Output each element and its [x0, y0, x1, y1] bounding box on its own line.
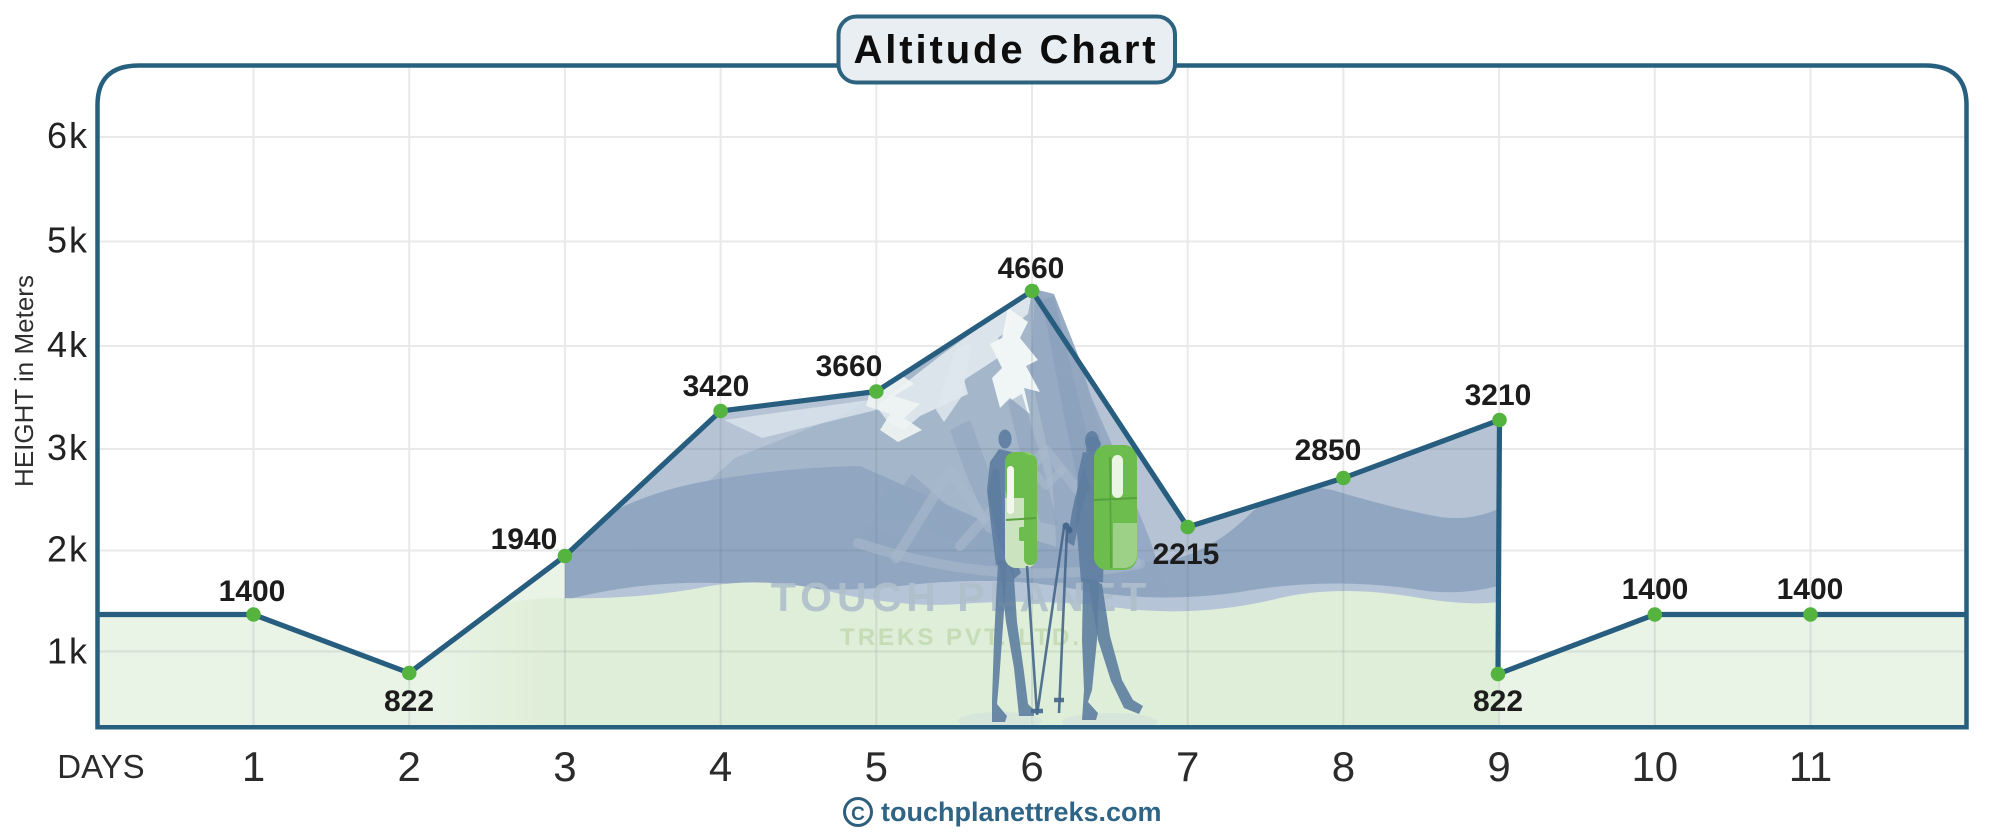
svg-text:1: 1: [242, 743, 265, 790]
svg-text:DAYS: DAYS: [57, 748, 144, 785]
svg-text:touchplanettreks.com: touchplanettreks.com: [881, 797, 1162, 827]
svg-text:3420: 3420: [683, 370, 750, 403]
svg-text:822: 822: [1473, 685, 1523, 718]
svg-text:1400: 1400: [219, 575, 286, 608]
svg-text:3k: 3k: [47, 427, 89, 468]
svg-text:9: 9: [1487, 743, 1510, 790]
svg-text:2850: 2850: [1295, 434, 1362, 467]
svg-text:4k: 4k: [47, 324, 89, 365]
svg-text:2215: 2215: [1153, 538, 1220, 571]
svg-text:8: 8: [1332, 743, 1355, 790]
svg-text:HEIGHT in Meters: HEIGHT in Meters: [9, 275, 39, 487]
svg-text:1k: 1k: [47, 631, 89, 672]
svg-text:11: 11: [1789, 743, 1833, 790]
svg-text:TREKS PVT. LTD.: TREKS PVT. LTD.: [840, 624, 1082, 651]
svg-text:4660: 4660: [998, 252, 1065, 285]
svg-text:C: C: [851, 804, 865, 825]
svg-text:5k: 5k: [47, 220, 89, 261]
svg-text:3: 3: [553, 743, 576, 790]
svg-text:2: 2: [398, 743, 421, 790]
svg-text:4: 4: [709, 743, 732, 790]
svg-text:6k: 6k: [47, 115, 89, 156]
svg-text:7: 7: [1176, 743, 1199, 790]
svg-text:1400: 1400: [1777, 573, 1844, 606]
svg-text:10: 10: [1631, 743, 1678, 790]
svg-text:6: 6: [1020, 743, 1043, 790]
svg-text:822: 822: [384, 685, 434, 718]
svg-text:2k: 2k: [47, 529, 89, 570]
svg-text:5: 5: [865, 743, 888, 790]
svg-text:1400: 1400: [1622, 573, 1689, 606]
svg-text:3660: 3660: [816, 350, 883, 383]
svg-text:Altitude Chart: Altitude Chart: [853, 28, 1158, 72]
svg-text:3210: 3210: [1465, 379, 1532, 412]
svg-text:1940: 1940: [491, 523, 558, 556]
